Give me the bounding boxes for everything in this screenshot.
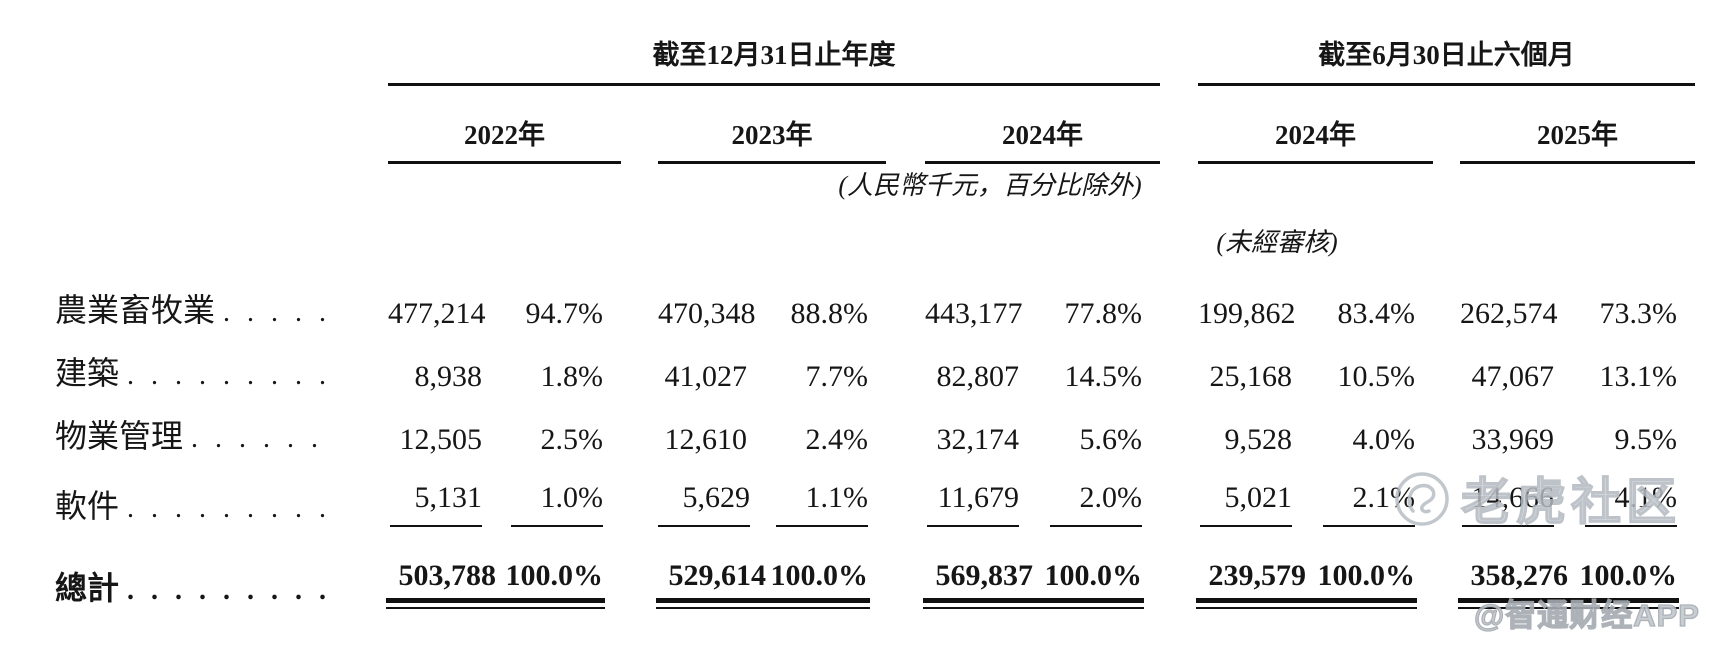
percent-cell: 9.5% bbox=[1614, 423, 1678, 456]
total-value-cell: 569,837 bbox=[923, 529, 1035, 615]
total-value-cell: 503,788 bbox=[386, 529, 498, 615]
value-cell: 5,021 bbox=[1198, 465, 1298, 529]
percent-cell: 13.1% bbox=[1599, 360, 1678, 393]
percent-cell: 5.6% bbox=[1079, 423, 1143, 456]
table-row-total: 總計 503,788 100.0% 529,614 100.0% 569,837… bbox=[55, 529, 1695, 615]
value-cell: 443,177 bbox=[925, 297, 1023, 330]
percent-cell: 73.3% bbox=[1599, 297, 1678, 330]
value-cell: 14,666 bbox=[1460, 465, 1560, 529]
year-header-2024: 2024年 bbox=[925, 84, 1160, 164]
dot-leader bbox=[119, 575, 336, 607]
value-cell: 477,214 bbox=[388, 297, 486, 330]
percent-cell: 2.0% bbox=[1025, 465, 1160, 529]
total-row-label: 總計 bbox=[55, 570, 120, 606]
table-row-property-management: 物業管理 12,505 2.5% 12,610 2.4% 32,174 5.6%… bbox=[55, 402, 1695, 465]
total-percent-cell: 100.0% bbox=[1560, 529, 1695, 615]
row-label: 農業畜牧業 bbox=[55, 292, 216, 328]
group-header-year-ended: 截至12月31日止年度 bbox=[388, 26, 1160, 86]
year-header-2022: 2022年 bbox=[388, 84, 621, 164]
table-row-software: 軟件 5,131 1.0% 5,629 1.1% 11,679 2.0% 5,0… bbox=[55, 465, 1695, 529]
total-value-cell: 358,276 bbox=[1458, 529, 1570, 615]
percent-cell: 1.1% bbox=[753, 465, 886, 529]
percent-cell: 83.4% bbox=[1337, 297, 1416, 330]
year-header-2023: 2023年 bbox=[658, 84, 886, 164]
value-cell: 32,174 bbox=[936, 423, 1020, 456]
percent-cell: 14.5% bbox=[1064, 360, 1143, 393]
group-header-six-months: 截至6月30日止六個月 bbox=[1198, 26, 1696, 86]
unaudited-note: (未經審核) bbox=[1216, 228, 1338, 257]
percent-cell: 2.5% bbox=[540, 423, 604, 456]
value-cell: 25,168 bbox=[1209, 360, 1293, 393]
value-cell: 470,348 bbox=[658, 297, 756, 330]
dot-leader bbox=[119, 360, 336, 392]
value-cell: 199,862 bbox=[1198, 297, 1296, 330]
dot-leader bbox=[215, 297, 336, 329]
total-value-cell: 239,579 bbox=[1196, 529, 1308, 615]
row-label: 建築 bbox=[55, 355, 120, 391]
tiger-community-watermark: 老虎社区 bbox=[1393, 470, 1681, 533]
tiger-community-watermark-text: 老虎社区 bbox=[1460, 473, 1681, 531]
value-cell: 41,027 bbox=[664, 360, 748, 393]
percent-cell: 4.1% bbox=[1560, 465, 1695, 529]
percent-cell: 1.8% bbox=[540, 360, 604, 393]
column-group-header-row: 截至12月31日止年度 截至6月30日止六個月 bbox=[55, 26, 1696, 86]
zhitong-app-watermark-text: @智通财经APP bbox=[1473, 597, 1700, 633]
table-row-construction: 建築 8,938 1.8% 41,027 7.7% 82,807 14.5% 2… bbox=[55, 339, 1695, 402]
percent-cell: 77.8% bbox=[1064, 297, 1143, 330]
units-note: (人民幣千元，百分比除外) bbox=[838, 171, 1142, 200]
value-cell: 12,505 bbox=[399, 423, 483, 456]
year-header-2025-interim: 2025年 bbox=[1460, 84, 1696, 164]
total-percent-cell: 100.0% bbox=[1025, 529, 1160, 615]
value-cell: 5,629 bbox=[658, 465, 753, 529]
table-row-agriculture: 農業畜牧業 477,214 94.7% 470,348 88.8% 443,17… bbox=[55, 276, 1695, 339]
value-cell: 82,807 bbox=[936, 360, 1020, 393]
value-cell: 5,131 bbox=[388, 465, 488, 529]
total-percent-cell: 100.0% bbox=[753, 529, 886, 615]
revenue-breakdown-table: 截至12月31日止年度 截至6月30日止六個月 2022年 2023年 2024… bbox=[55, 26, 1696, 615]
value-cell: 262,574 bbox=[1460, 297, 1558, 330]
percent-cell: 4.0% bbox=[1352, 423, 1416, 456]
percent-cell: 94.7% bbox=[525, 297, 604, 330]
value-cell: 12,610 bbox=[664, 423, 748, 456]
total-percent-cell: 100.0% bbox=[488, 529, 621, 615]
value-cell: 11,679 bbox=[925, 465, 1025, 529]
dot-leader bbox=[183, 423, 336, 455]
dot-leader bbox=[119, 493, 336, 525]
year-header-2024-interim: 2024年 bbox=[1198, 84, 1433, 164]
tiger-logo-icon bbox=[1393, 470, 1451, 533]
value-cell: 33,969 bbox=[1471, 423, 1555, 456]
percent-cell: 10.5% bbox=[1337, 360, 1416, 393]
year-header-row: 2022年 2023年 2024年 2024年 2025年 bbox=[55, 84, 1696, 164]
value-cell: 8,938 bbox=[414, 360, 483, 393]
percent-cell: 2.4% bbox=[805, 423, 869, 456]
row-label: 物業管理 bbox=[55, 418, 184, 454]
percent-cell: 2.1% bbox=[1298, 465, 1433, 529]
value-cell: 9,528 bbox=[1224, 423, 1293, 456]
total-value-cell: 529,614 bbox=[656, 529, 768, 615]
percent-cell: 88.8% bbox=[790, 297, 869, 330]
value-cell: 47,067 bbox=[1471, 360, 1555, 393]
total-percent-cell: 100.0% bbox=[1298, 529, 1433, 615]
row-label: 軟件 bbox=[55, 488, 120, 524]
percent-cell: 7.7% bbox=[805, 360, 869, 393]
percent-cell: 1.0% bbox=[488, 465, 621, 529]
